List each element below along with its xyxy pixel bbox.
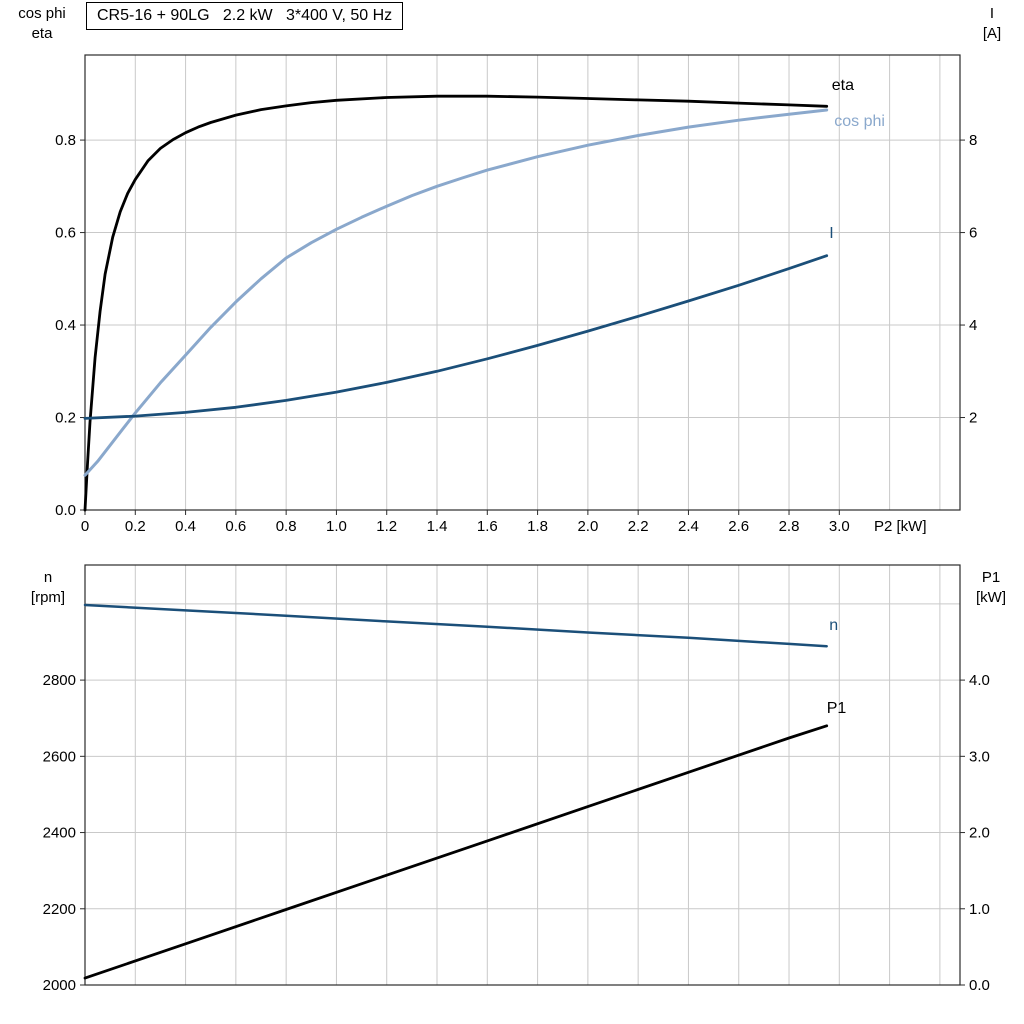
- curve-label-cosphi: cos phi: [834, 113, 885, 130]
- y-right-tick-label: 2: [969, 410, 977, 427]
- top-right-axis-line1: I: [989, 5, 995, 22]
- bottom-left-axis-line2: [rpm]: [30, 589, 66, 606]
- y-left-tick-label: 2600: [43, 748, 76, 765]
- chart-group-1: 2000 2200 2400 2600 2800 0.0 1.0 2.0 3.0 4.0 n P1: [43, 564, 990, 994]
- x-tick-label: 0: [81, 518, 89, 535]
- y-right-tick-label: 2.0: [969, 825, 990, 842]
- x-tick-label: 1.8: [527, 518, 548, 535]
- top-right-axis-title: I [A]: [964, 4, 1020, 44]
- curve-label-speed: n: [829, 617, 838, 634]
- y-right-tick-label: 0.0: [969, 977, 990, 994]
- y-left-tick-label: 0.6: [55, 225, 76, 242]
- y-left-tick-label: 2400: [43, 825, 76, 842]
- bottom-left-axis-line1: n: [43, 569, 53, 586]
- x-tick-label: 1.4: [427, 518, 448, 535]
- chart-group-0: 0 0.2 0.4 0.6 0.8 1.0 1.2 1.4 1.6 1.8 2.0 2.2 2.4 2.6…: [55, 54, 977, 535]
- bottom-right-axis-line1: P1: [981, 569, 1001, 586]
- x-tick-label: 1.2: [376, 518, 397, 535]
- x-tick-label: 2.4: [678, 518, 699, 535]
- plot-frame: [84, 54, 961, 511]
- x-tick-label: 2.0: [577, 518, 598, 535]
- curve-eta: [83, 94, 829, 512]
- y-right-tick-label: 8: [969, 132, 977, 149]
- chart-title-box: CR5-16 + 90LG 2.2 kW 3*400 V, 50 Hz: [86, 2, 404, 30]
- top-left-axis-line1: cos phi: [18, 5, 66, 22]
- x-tick-label: 1.6: [477, 518, 498, 535]
- plot-frame: [84, 564, 961, 986]
- y-left-tick-label: 2000: [43, 977, 76, 994]
- chart-title: CR5-16 + 90LG 2.2 kW 3*400 V, 50 Hz: [97, 7, 393, 24]
- y-left-tick-label: 0.2: [55, 410, 76, 427]
- curve-label-eta: eta: [832, 77, 854, 94]
- x-tick-label: 2.2: [628, 518, 649, 535]
- top-left-axis-title: cos phi eta: [4, 4, 80, 44]
- y-left-tick-label: 0.4: [55, 317, 76, 334]
- y-right-tick-label: 4: [969, 317, 977, 334]
- y-right-tick-label: 6: [969, 225, 977, 242]
- x-tick-label: 3.0: [829, 518, 850, 535]
- curve-p1: [83, 724, 829, 980]
- x-tick-label: 1.0: [326, 518, 347, 535]
- bottom-left-axis-title: n [rpm]: [16, 568, 80, 608]
- top-right-axis-line2: [A]: [982, 25, 1002, 42]
- curve-speed: [83, 603, 828, 648]
- top-left-axis-line2: eta: [31, 25, 53, 42]
- curve-current: [83, 254, 829, 420]
- y-right-tick-label: 4.0: [969, 672, 990, 689]
- x-axis-title: P2 [kW]: [874, 518, 927, 535]
- bottom-right-axis-title: P1 [kW]: [962, 568, 1020, 608]
- x-tick-label: 2.8: [779, 518, 800, 535]
- x-tick-label: 2.6: [728, 518, 749, 535]
- x-tick-label: 0.8: [276, 518, 297, 535]
- y-left-tick-label: 2800: [43, 672, 76, 689]
- x-tick-label: 0.6: [225, 518, 246, 535]
- curve-label-p1: P1: [827, 700, 847, 717]
- y-left-tick-label: 2200: [43, 901, 76, 918]
- x-tick-label: 0.4: [175, 518, 196, 535]
- curve-cosphi: [83, 108, 829, 477]
- y-right-tick-label: 3.0: [969, 748, 990, 765]
- x-tick-label: 0.2: [125, 518, 146, 535]
- y-right-tick-label: 1.0: [969, 901, 990, 918]
- y-left-tick-label: 0.0: [55, 502, 76, 519]
- y-left-tick-label: 0.8: [55, 132, 76, 149]
- curve-label-current: I: [829, 225, 833, 242]
- bottom-right-axis-line2: [kW]: [976, 589, 1006, 606]
